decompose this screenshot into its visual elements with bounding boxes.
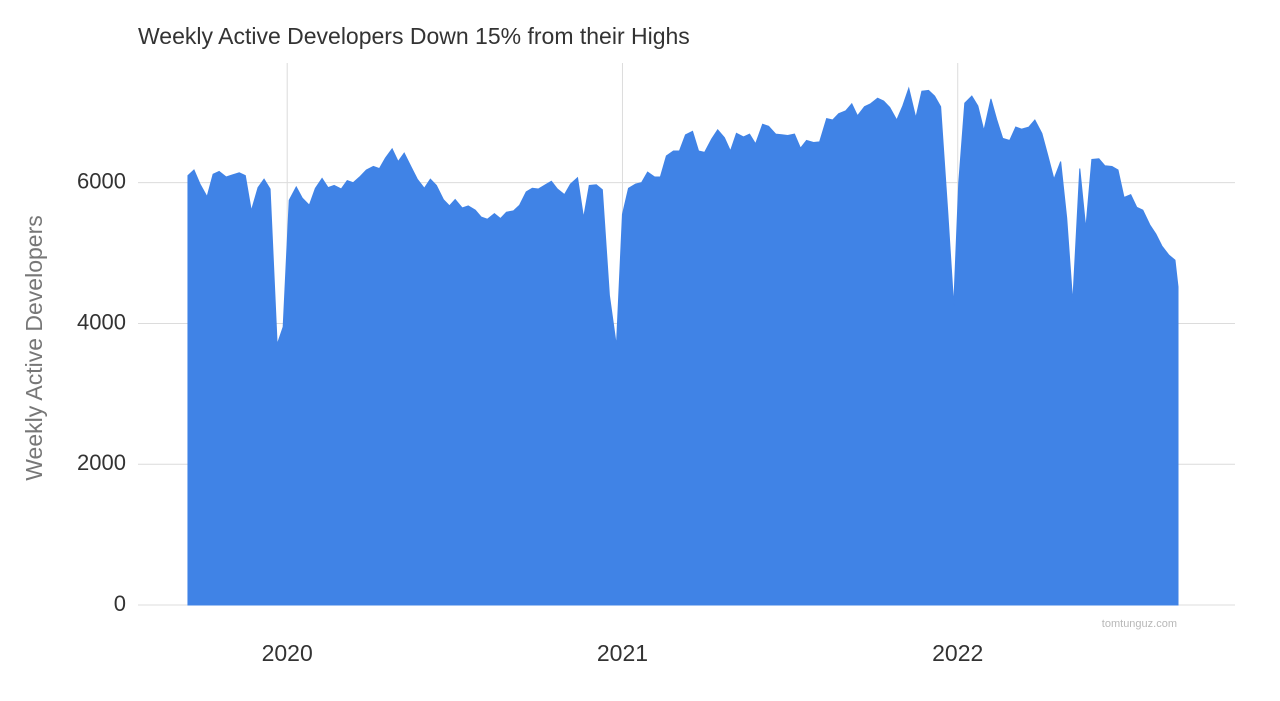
x-tick-label: 2022 [932, 640, 983, 666]
y-tick-label: 4000 [77, 309, 126, 334]
y-axis-label: Weekly Active Developers [21, 215, 47, 480]
y-tick-label: 6000 [77, 168, 126, 193]
x-tick-label: 2021 [597, 640, 648, 666]
x-tick-label: 2020 [262, 640, 313, 666]
y-tick-label: 0 [114, 591, 126, 616]
watermark: tomtunguz.com [1102, 618, 1177, 630]
y-tick-label: 2000 [77, 450, 126, 475]
area [187, 86, 1179, 606]
chart-title: Weekly Active Developers Down 15% from t… [138, 23, 690, 49]
